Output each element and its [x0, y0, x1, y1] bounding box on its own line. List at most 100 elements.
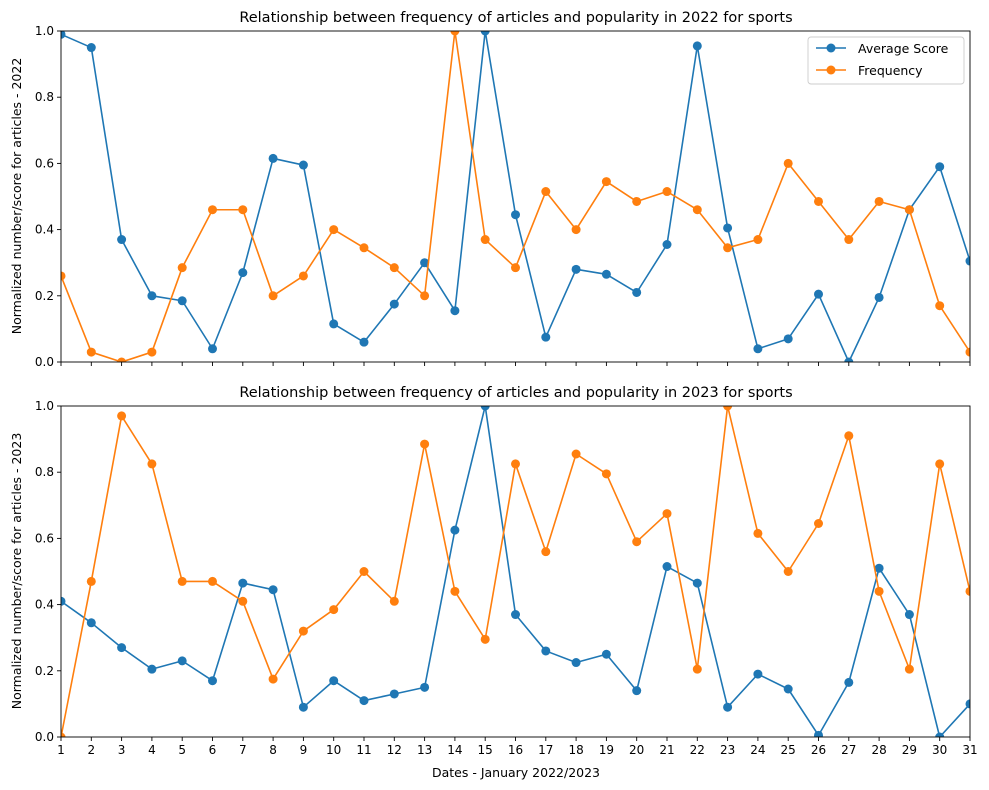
chart-2023-point-frequency: [904, 664, 914, 674]
chart-2022-point-frequency: [268, 291, 278, 301]
chart-2023-xtick-label: 11: [356, 743, 371, 757]
chart-2023-point-frequency: [541, 547, 551, 557]
legend-marker-frequency: [826, 65, 836, 75]
chart-2023-point-average-score: [904, 610, 914, 620]
chart-2023-point-frequency: [480, 634, 490, 644]
chart-2023-xtick-label: 1: [57, 743, 65, 757]
chart-2022-yticks: 0.0 0.2 0.4 0.6 0.8 1.0: [35, 24, 61, 369]
chart-2023-point-average-score: [692, 578, 702, 588]
chart-2023-xtick-label: 17: [538, 743, 553, 757]
chart-2022-point-frequency: [601, 177, 611, 187]
chart-2023-xtick-label: 16: [508, 743, 523, 757]
chart-2022-point-average-score: [177, 296, 187, 306]
chart-2023-point-frequency: [571, 449, 581, 459]
chart-2022-point-frequency: [420, 291, 430, 301]
chart-2022: Relationship between frequency of articl…: [9, 10, 971, 369]
chart-2023-ytick-label: 0.6: [35, 531, 54, 545]
chart-2022-point-frequency: [147, 347, 157, 357]
chart-2022-point-frequency: [450, 31, 460, 36]
chart-2022-point-average-score: [753, 344, 763, 354]
chart-2023-point-frequency: [874, 586, 884, 596]
chart-2022-point-average-score: [844, 357, 854, 362]
chart-2023-xlabel: Dates - January 2022/2023: [432, 765, 600, 780]
chart-2022-ytick-label: 0.2: [35, 289, 54, 303]
chart-2022-point-frequency: [662, 187, 672, 197]
chart-2023-point-frequency: [723, 406, 733, 411]
chart-2022-point-frequency: [723, 243, 733, 253]
chart-2022-point-average-score: [147, 291, 157, 301]
chart-2022-point-average-score: [420, 258, 430, 268]
chart-2023-point-average-score: [632, 686, 642, 696]
chart-2023-frame: [60, 405, 971, 738]
chart-2023-point-frequency: [965, 586, 970, 596]
chart-2023-xtick-label: 12: [387, 743, 402, 757]
chart-2022-point-average-score: [238, 268, 248, 278]
chart-2023-xtick-label: 31: [962, 743, 977, 757]
chart-2022-point-average-score: [61, 31, 66, 39]
chart-2022-point-average-score: [480, 31, 490, 36]
chart-2023-point-frequency: [511, 459, 520, 469]
legend-label-average-score: Average Score: [858, 41, 949, 56]
chart-2023-point-frequency: [177, 576, 187, 586]
chart-2023-point-frequency: [208, 576, 217, 586]
chart-2023-point-frequency: [783, 567, 793, 576]
chart-2023-point-average-score: [329, 676, 339, 686]
chart-2023-point-average-score: [238, 578, 248, 588]
chart-2023-xtick-label: 26: [811, 743, 826, 757]
chart-2022-series: [61, 31, 970, 362]
chart-2023-point-average-score: [177, 656, 187, 666]
chart-2023-point-average-score: [511, 610, 520, 620]
chart-2023-point-average-score: [450, 525, 460, 535]
chart-2022-ylabel: Normalized number/score for articles - 2…: [9, 58, 24, 335]
chart-2023-point-average-score: [965, 699, 970, 709]
chart-2022-point-frequency: [965, 347, 970, 357]
chart-2022-point-frequency: [904, 205, 914, 215]
chart-2022-point-frequency: [329, 225, 339, 235]
chart-2022-point-average-score: [268, 153, 278, 163]
chart-2023-point-average-score: [753, 669, 763, 679]
chart-2022-point-frequency: [844, 235, 854, 245]
chart-2023-point-average-score: [208, 676, 217, 686]
chart-2023-xtick-label: 19: [599, 743, 614, 757]
chart-2022-point-frequency: [935, 301, 945, 311]
chart-2022-point-frequency: [86, 347, 96, 357]
chart-2023-point-average-score: [723, 702, 733, 712]
chart-2023-xtick-label: 21: [659, 743, 674, 757]
chart-2023-xtick-label: 25: [781, 743, 796, 757]
chart-2023-xtick-label: 22: [690, 743, 705, 757]
chart-2023-point-frequency: [662, 509, 672, 519]
chart-2023-point-frequency: [389, 596, 399, 606]
chart-2022-point-frequency: [541, 187, 551, 197]
chart-2022-point-frequency: [632, 196, 642, 206]
chart-2023-point-frequency: [147, 459, 157, 469]
chart-2023-series: [61, 406, 970, 737]
chart-2022-point-average-score: [935, 162, 945, 172]
chart-2022-point-frequency: [117, 357, 127, 362]
chart-2023-point-frequency: [117, 411, 127, 421]
chart-2023-xticks: 1 2 3 4 5 6 7 8 9 10 11 12 13 14 15 16 17 18 19 20 21 22 23 24 2…: [57, 737, 978, 757]
chart-2023-xtick-label: 2: [87, 743, 95, 757]
chart-2022-point-average-score: [571, 264, 581, 274]
chart-2022-point-average-score: [329, 319, 339, 329]
chart-2023-point-average-score: [61, 596, 66, 606]
chart-2023-point-frequency: [329, 605, 339, 615]
chart-2022-point-average-score: [965, 256, 970, 266]
chart-2023-point-frequency: [359, 567, 369, 576]
chart-2022-point-frequency: [359, 243, 369, 253]
chart-2022-point-average-score: [208, 344, 217, 354]
chart-2023-point-average-score: [359, 696, 369, 706]
legend-marker-average-score: [826, 43, 836, 53]
chart-2022-point-average-score: [874, 292, 884, 302]
chart-2022-point-frequency: [238, 205, 248, 215]
chart-2022-point-frequency: [753, 235, 763, 245]
chart-2022-point-average-score: [541, 332, 551, 342]
chart-2022-frame: [60, 30, 971, 363]
chart-2023-point-frequency: [420, 439, 430, 449]
chart-2022-ytick-label: 0.6: [35, 156, 54, 170]
chart-2023-xtick-label: 24: [750, 743, 765, 757]
chart-2023-point-average-score: [814, 730, 823, 737]
chart-2023-xtick-label: 28: [871, 743, 886, 757]
chart-2023-ytick-label: 1.0: [35, 399, 54, 413]
chart-2023-xtick-label: 18: [568, 743, 583, 757]
